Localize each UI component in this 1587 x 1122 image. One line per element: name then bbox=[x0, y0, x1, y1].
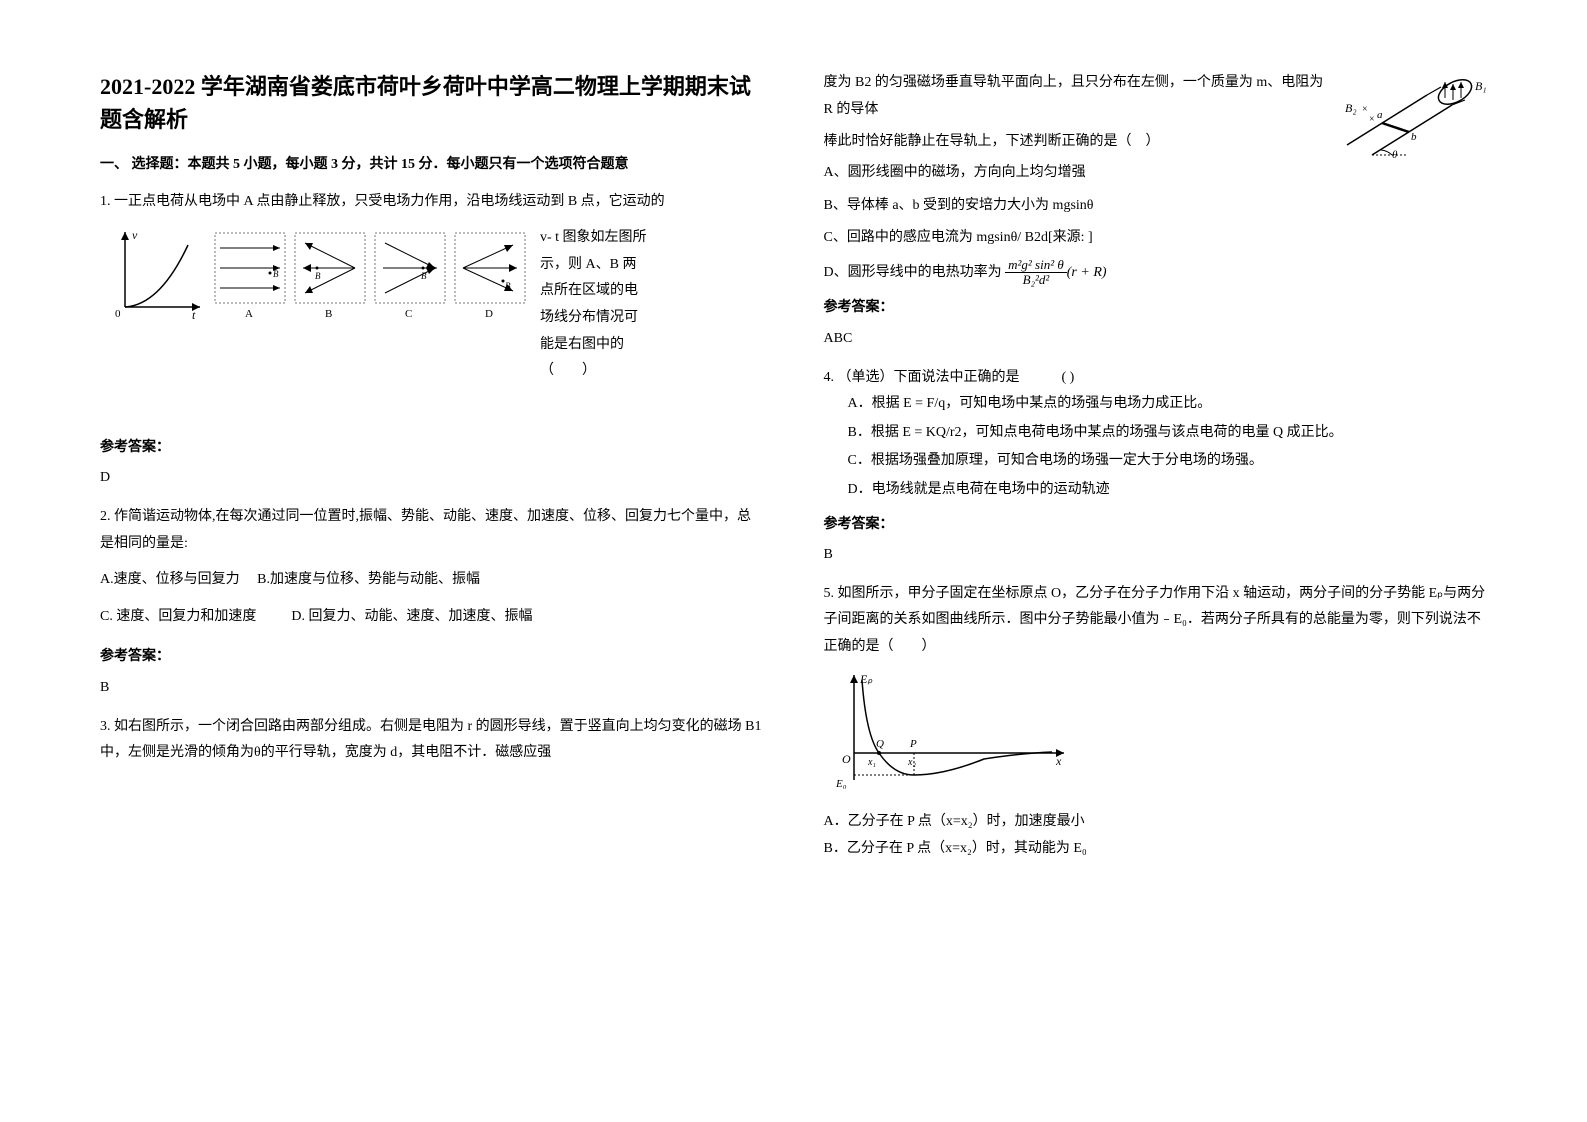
q4-optC: C．根据场强叠加原理，可知合电场的场强一定大于分电场的场强。 bbox=[848, 448, 1488, 475]
q5-figure: Eₚ O x Q x₁ P x₂ E₀ bbox=[824, 665, 1084, 795]
svg-text:B: B bbox=[315, 271, 321, 281]
svg-text:B: B bbox=[273, 269, 279, 279]
svg-text:v: v bbox=[132, 228, 138, 242]
q1-stem: 1. 一正点电荷从电场中 A 点由静止释放，只受电场力作用，沿电场线运动到 B … bbox=[100, 194, 665, 209]
q3-cont-text: 度为 B2 的匀强磁场垂直导轨平面向上，且只分布在左侧，一个质量为 m、电阻为 … bbox=[824, 75, 1324, 117]
svg-text:b: b bbox=[1411, 131, 1417, 143]
svg-text:B: B bbox=[505, 281, 511, 291]
q3-optB: B、导体棒 a、b 受到的安培力大小为 mgsinθ bbox=[824, 193, 1488, 220]
svg-text:Eₚ: Eₚ bbox=[859, 672, 873, 686]
q3-formula-num: m²g² sin² θ bbox=[1005, 258, 1067, 273]
q5-optB: B．乙分子在 P 点（x=x₂）时，其动能为 E₀ bbox=[824, 836, 1488, 863]
svg-text:B: B bbox=[325, 308, 332, 320]
q2-ans-label: 参考答案： bbox=[100, 644, 764, 671]
q2-optA: A.速度、位移与回复力 bbox=[100, 572, 240, 587]
q5-optA: A．乙分子在 P 点（x=x₂）时，加速度最小 bbox=[824, 809, 1488, 836]
q1-ans-label: 参考答案： bbox=[100, 435, 764, 462]
q4: 4. （单选）下面说法中正确的是 ( ) A．根据 E = F/q，可知电场中某… bbox=[824, 365, 1488, 569]
section1-title: 一、 选择题：本题共 5 小题，每小题 3 分，共计 15 分．每小题只有一个选… bbox=[100, 152, 764, 179]
svg-text:B₁: B₁ bbox=[1475, 79, 1487, 93]
q2-ans: B bbox=[100, 675, 764, 702]
q4-optA: A．根据 E = F/q，可知电场中某点的场强与电场力成正比。 bbox=[848, 391, 1488, 418]
svg-text:0: 0 bbox=[115, 308, 121, 320]
q1-figure: v t 0 B A bbox=[100, 225, 530, 320]
svg-text:a: a bbox=[1377, 109, 1383, 121]
q1-ans: D bbox=[100, 465, 764, 492]
svg-text:Q: Q bbox=[876, 738, 884, 750]
q4-optB: B．根据 E = KQ/r2，可知点电荷电场中某点的场强与该点电荷的电量 Q 成… bbox=[848, 420, 1488, 447]
q3-formula-den: B₂²d² bbox=[1005, 273, 1067, 287]
q3-optD-pre: D、圆形导线中的电热功率为 bbox=[824, 265, 1002, 280]
svg-text:t: t bbox=[192, 308, 196, 320]
q1: 1. 一正点电荷从电场中 A 点由静止释放，只受电场力作用，沿电场线运动到 B … bbox=[100, 189, 764, 492]
q1-sidetext: v- t 图象如左图所示，则 A、B 两点所在区域的电场线分布情况可能是右图中的… bbox=[540, 225, 650, 385]
doc-title: 2021-2022 学年湖南省娄底市荷叶乡荷叶中学高二物理上学期期末试题含解析 bbox=[100, 70, 764, 136]
q3-optC: C、回路中的感应电流为 mgsinθ/ B2d[来源: ] bbox=[824, 225, 1488, 252]
svg-text:x₂: x₂ bbox=[907, 757, 916, 768]
q3-figure: a b B₂ × × θ B₁ bbox=[1337, 70, 1487, 160]
q4-ans: B bbox=[824, 542, 1488, 569]
q4-ans-label: 参考答案： bbox=[824, 512, 1488, 539]
svg-text:x₁: x₁ bbox=[867, 757, 876, 768]
q3-ans-label: 参考答案： bbox=[824, 295, 1488, 322]
svg-text:x: x bbox=[1055, 754, 1062, 768]
q3-optD: D、圆形导线中的电热功率为 m²g² sin² θ B₂²d² (r + R) bbox=[824, 258, 1488, 288]
q5: 5. 如图所示，甲分子固定在坐标原点 O，乙分子在分子力作用下沿 x 轴运动，两… bbox=[824, 581, 1488, 863]
q4-stem: 4. （单选）下面说法中正确的是 ( ) bbox=[824, 365, 1488, 392]
svg-text:A: A bbox=[245, 308, 253, 320]
svg-text:×: × bbox=[1369, 114, 1375, 125]
q3-optA: A、圆形线圈中的磁场，方向向上均匀增强 bbox=[824, 160, 1488, 187]
q2-optB: B.加速度与位移、势能与动能、振幅 bbox=[257, 572, 480, 587]
q2-stem: 2. 作简谐运动物体,在每次通过同一位置时,振幅、势能、动能、速度、加速度、位移… bbox=[100, 504, 764, 557]
svg-text:×: × bbox=[1362, 104, 1368, 115]
svg-text:D: D bbox=[485, 308, 493, 320]
q4-optD: D．电场线就是点电荷在电场中的运动轨迹 bbox=[848, 477, 1488, 504]
svg-text:B: B bbox=[421, 271, 427, 281]
q3-cont: a b B₂ × × θ B₁ 度为 B2 bbox=[824, 70, 1488, 353]
q3-ans: ABC bbox=[824, 326, 1488, 353]
svg-text:O: O bbox=[842, 752, 851, 766]
q3-start: 3. 如右图所示，一个闭合回路由两部分组成。右侧是电阻为 r 的圆形导线，置于竖… bbox=[100, 714, 764, 767]
svg-text:C: C bbox=[405, 308, 412, 320]
q2: 2. 作简谐运动物体,在每次通过同一位置时,振幅、势能、动能、速度、加速度、位移… bbox=[100, 504, 764, 702]
svg-text:E₀: E₀ bbox=[835, 778, 847, 790]
q2-optD: D. 回复力、动能、速度、加速度、振幅 bbox=[291, 609, 532, 624]
q2-optC: C. 速度、回复力和加速度 bbox=[100, 609, 256, 624]
q3-formula-suffix: (r + R) bbox=[1067, 265, 1107, 280]
svg-text:P: P bbox=[909, 738, 917, 750]
q5-stem: 5. 如图所示，甲分子固定在坐标原点 O，乙分子在分子力作用下沿 x 轴运动，两… bbox=[824, 581, 1488, 661]
svg-text:B₂: B₂ bbox=[1345, 101, 1357, 115]
